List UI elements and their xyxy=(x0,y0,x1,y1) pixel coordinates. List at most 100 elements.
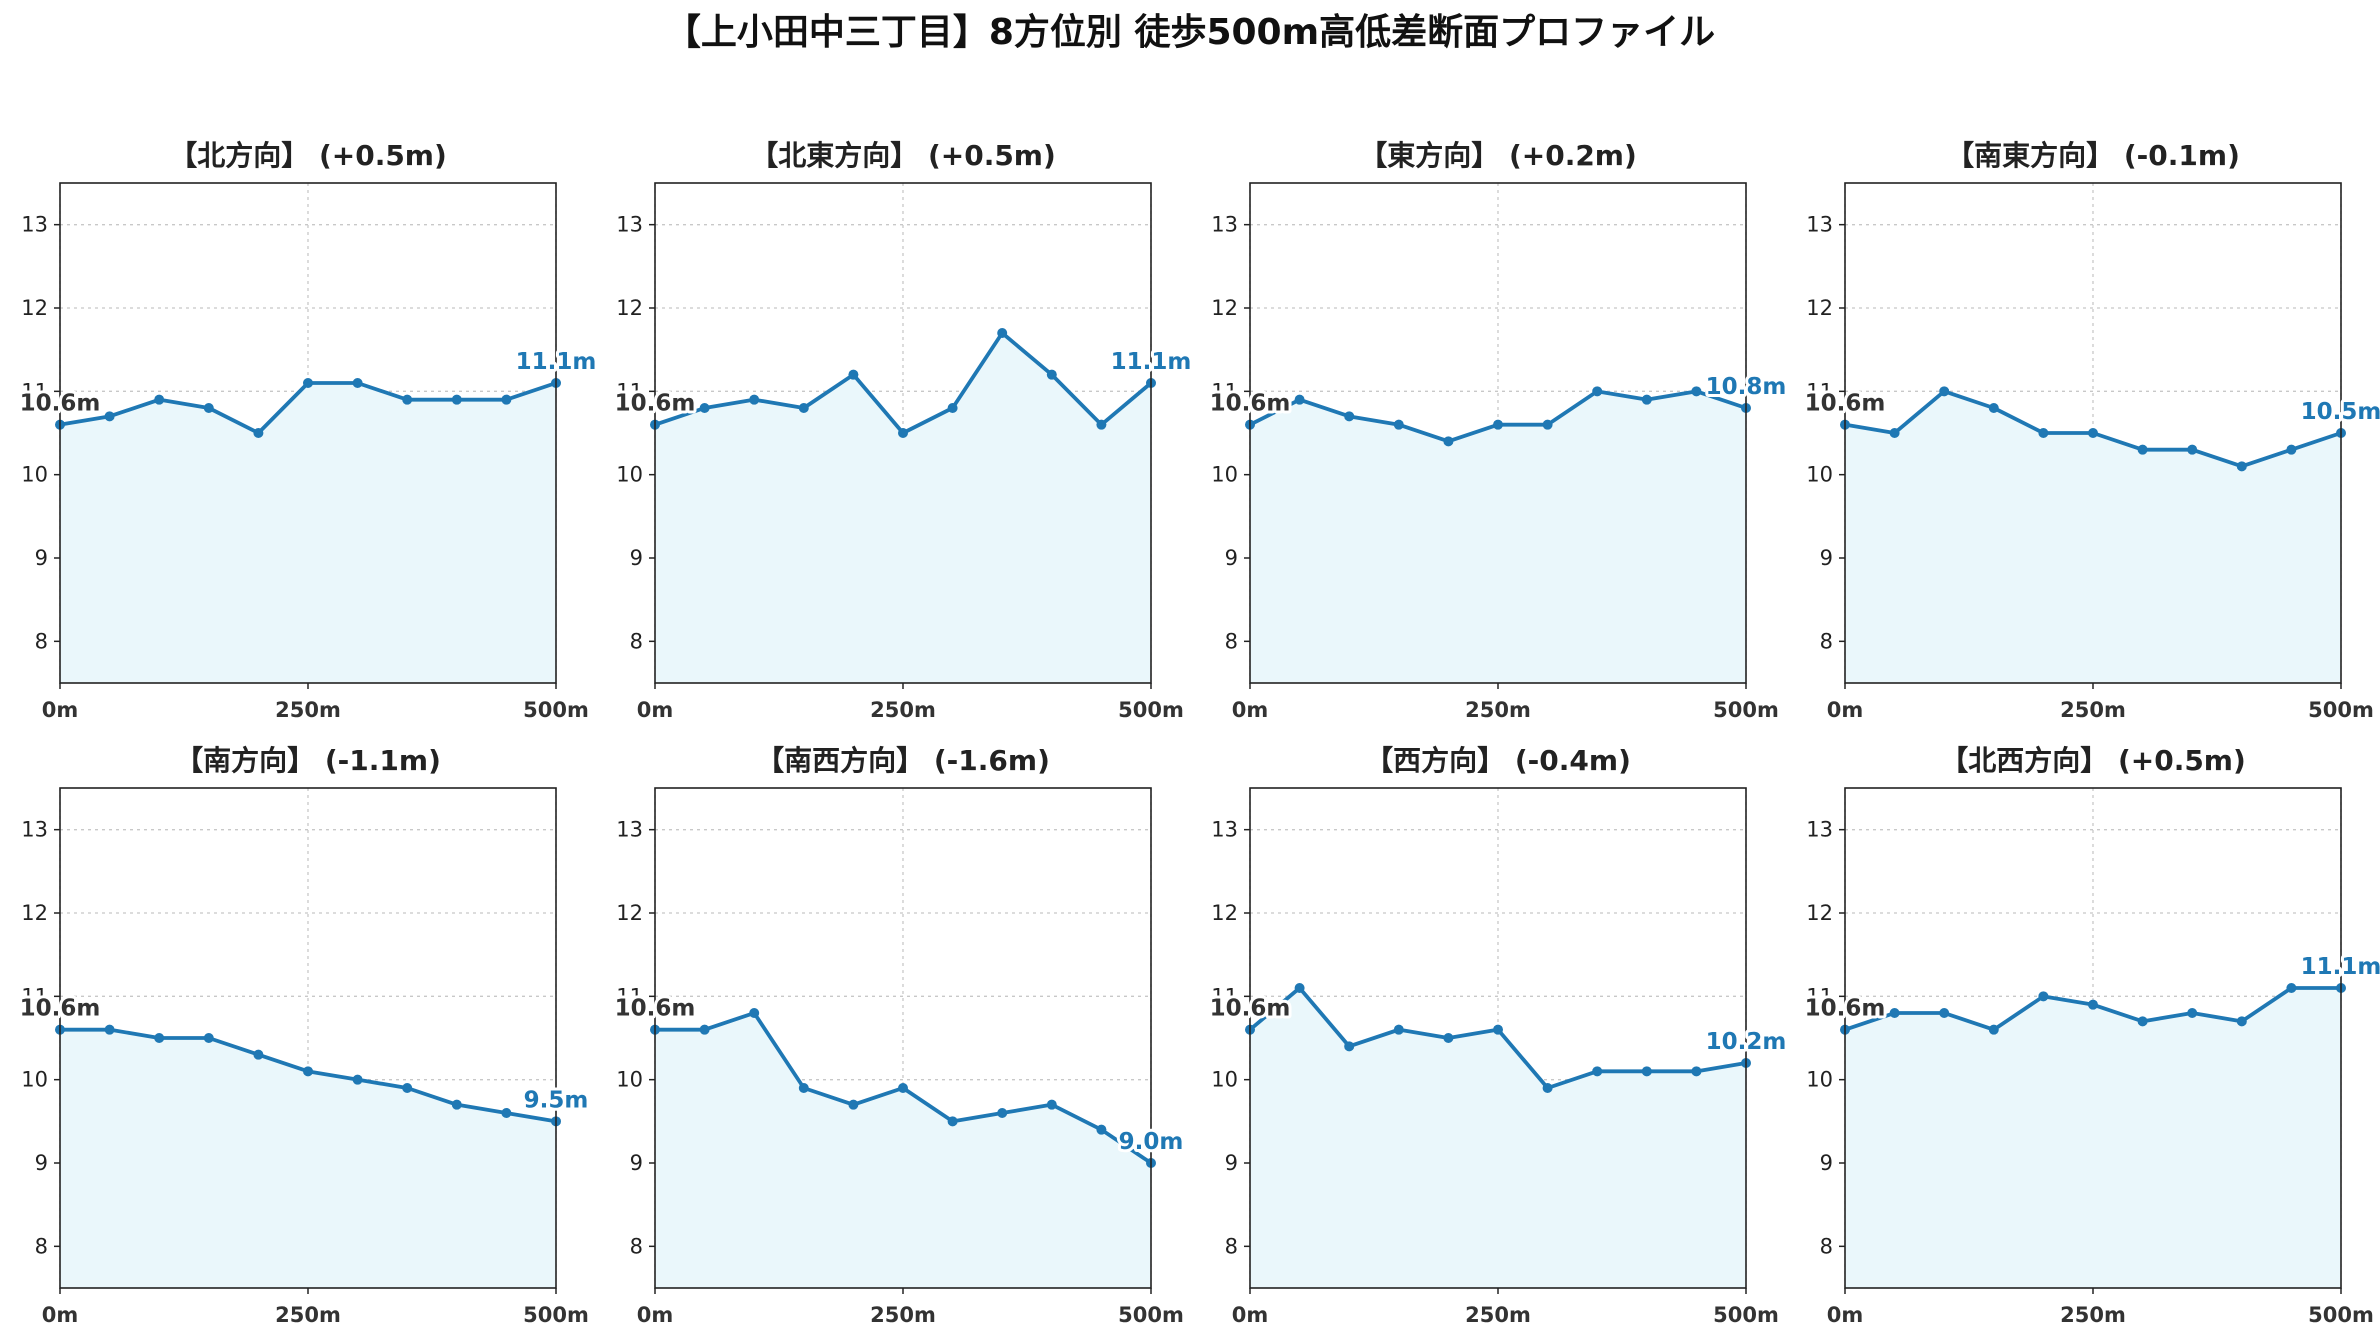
data-point xyxy=(402,1083,413,1093)
end-value-label: 9.5m xyxy=(524,1087,589,1113)
data-point xyxy=(451,1099,462,1110)
data-point xyxy=(2187,1008,2198,1018)
y-tick-label: 10 xyxy=(1806,463,1833,487)
panel-title: 【南方向】 (-1.1m) xyxy=(175,744,441,777)
panel-title: 【東方向】 (+0.2m) xyxy=(1359,139,1637,172)
panel-2: 【東方向】 (+0.2m) 8 9 10 11 12 13 0m 250m 500m 10.6m 10… xyxy=(1207,139,1790,722)
y-tick-label: 12 xyxy=(21,296,48,320)
y-tick-label: 9 xyxy=(1225,1151,1238,1175)
x-tick-label: 0m xyxy=(637,1303,674,1327)
x-tick-label: 250m xyxy=(275,1303,341,1327)
start-value-label: 10.6m xyxy=(1805,996,1886,1022)
y-tick-label: 12 xyxy=(21,901,48,925)
y-tick-label: 10 xyxy=(21,463,48,487)
data-point xyxy=(1046,369,1057,380)
y-tick-label: 12 xyxy=(616,296,643,320)
y-tick-label: 10 xyxy=(616,1068,643,1092)
x-tick-label: 0m xyxy=(1232,1303,1269,1327)
data-point xyxy=(2088,999,2098,1010)
x-tick-label: 250m xyxy=(1465,698,1531,722)
y-tick-label: 9 xyxy=(1820,1151,1833,1175)
y-tick-label: 9 xyxy=(630,546,643,570)
y-tick-label: 11 xyxy=(1806,379,1833,403)
data-point xyxy=(2236,1016,2247,1027)
y-tick-label: 10 xyxy=(21,1068,48,1092)
end-value-label: 10.5m xyxy=(2301,399,2380,425)
y-tick-label: 10 xyxy=(1211,1068,1238,1092)
area-fill xyxy=(60,383,556,683)
data-point xyxy=(352,1074,363,1085)
x-tick-label: 500m xyxy=(2308,698,2374,722)
area-fill xyxy=(1845,988,2341,1288)
x-tick-label: 250m xyxy=(870,698,936,722)
data-point xyxy=(1542,1083,1553,1093)
y-tick-label: 12 xyxy=(1806,296,1833,320)
start-value-label: 10.6m xyxy=(1210,391,1291,417)
data-point xyxy=(451,394,462,405)
x-tick-label: 500m xyxy=(1118,698,1184,722)
area-fill xyxy=(1250,391,1746,683)
data-point xyxy=(303,1066,313,1077)
x-tick-label: 250m xyxy=(1465,1303,1531,1327)
x-tick-label: 250m xyxy=(275,698,341,722)
data-point xyxy=(104,411,115,422)
y-tick-label: 8 xyxy=(630,1234,643,1258)
data-point xyxy=(2286,444,2297,455)
data-point xyxy=(2286,983,2297,993)
data-point xyxy=(1542,419,1553,430)
axes-frame xyxy=(59,182,557,684)
y-tick-label: 11 xyxy=(1806,984,1833,1008)
data-point xyxy=(2187,444,2198,455)
data-point xyxy=(1493,1024,1503,1035)
panel-title: 【南西方向】 (-1.6m) xyxy=(756,744,1050,777)
start-value-label: 10.6m xyxy=(1805,391,1886,417)
y-tick-label: 8 xyxy=(1225,629,1238,653)
y-tick-label: 11 xyxy=(616,379,643,403)
y-tick-label: 13 xyxy=(1211,818,1238,842)
end-value-label: 11.1m xyxy=(2301,954,2380,980)
area-fill xyxy=(60,1029,556,1288)
x-tick-label: 500m xyxy=(2308,1303,2374,1327)
data-point xyxy=(402,394,413,405)
data-point xyxy=(1939,1008,1950,1018)
data-point xyxy=(898,1083,908,1093)
x-tick-label: 500m xyxy=(1713,1303,1779,1327)
y-tick-label: 9 xyxy=(1820,546,1833,570)
x-tick-label: 250m xyxy=(870,1303,936,1327)
axes-frame xyxy=(654,182,1152,684)
x-tick-label: 0m xyxy=(1232,698,1269,722)
data-point xyxy=(699,403,710,413)
y-tick-label: 8 xyxy=(35,629,48,653)
panel-4: 【南方向】 (-1.1m) 8 9 10 11 12 13 0m 250m 500m 10.6m 9.… xyxy=(17,744,592,1327)
x-tick-label: 500m xyxy=(523,1303,589,1327)
y-tick-label: 11 xyxy=(21,984,48,1008)
data-point xyxy=(1691,386,1702,397)
end-value-label: 11.1m xyxy=(1111,349,1192,375)
y-tick-label: 8 xyxy=(1820,1234,1833,1258)
data-point xyxy=(947,1116,958,1127)
y-tick-label: 13 xyxy=(1806,818,1833,842)
x-tick-label: 0m xyxy=(1827,1303,1864,1327)
end-value-label: 10.2m xyxy=(1706,1029,1787,1055)
y-tick-label: 12 xyxy=(1806,901,1833,925)
data-point xyxy=(203,403,214,413)
data-point xyxy=(1592,386,1603,397)
axes-frame xyxy=(1249,787,1747,1289)
axes-frame xyxy=(1844,182,2342,684)
panel-5: 【南西方向】 (-1.6m) 8 9 10 11 12 13 0m 250m 500m 10.6m 9… xyxy=(612,744,1187,1327)
panel-title: 【南東方向】 (-0.1m) xyxy=(1946,139,2240,172)
data-point xyxy=(154,394,165,405)
figure-title: 【上小田中三丁目】8方位別 徒歩500m高低差断面プロファイル xyxy=(665,12,1715,53)
data-point xyxy=(1592,1066,1603,1077)
data-point xyxy=(749,394,760,405)
panel-title: 【西方向】 (-0.4m) xyxy=(1365,744,1631,777)
data-point xyxy=(1939,386,1950,397)
panel-title: 【北方向】 (+0.5m) xyxy=(169,139,447,172)
data-point xyxy=(2038,991,2049,1002)
y-tick-label: 8 xyxy=(35,1234,48,1258)
y-tick-label: 13 xyxy=(1806,213,1833,237)
start-value-label: 10.6m xyxy=(20,391,101,417)
panel-0: 【北方向】 (+0.5m) 8 9 10 11 12 13 0m 250m 500m 10.6m 11… xyxy=(17,139,600,722)
